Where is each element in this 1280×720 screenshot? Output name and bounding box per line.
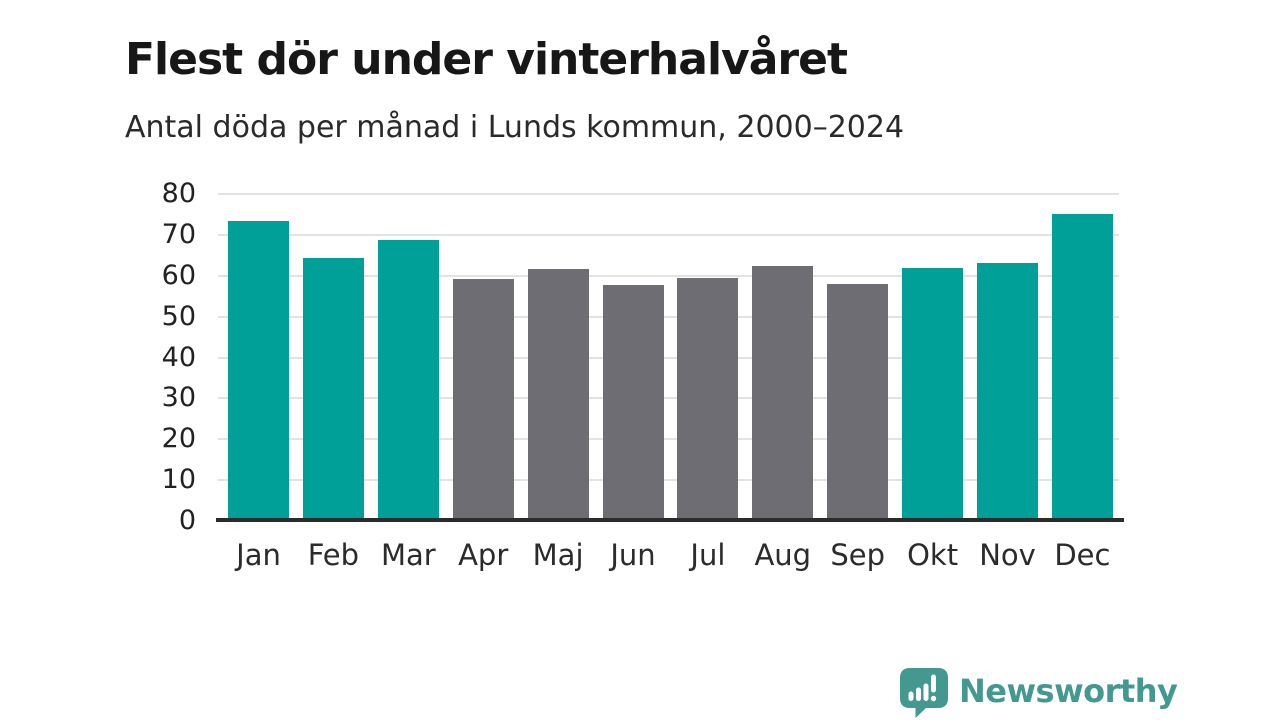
x-axis-month-label: Nov — [979, 538, 1036, 572]
gridline-30 — [218, 397, 1119, 400]
gridline-60 — [218, 274, 1119, 277]
x-axis-month-label: Dec — [1054, 538, 1111, 572]
y-axis-tick-label: 40 — [161, 341, 196, 373]
bar-jun — [602, 285, 664, 521]
x-axis-month-label: Aug — [754, 538, 812, 572]
bar-dec — [1051, 213, 1113, 521]
bar-nov — [977, 262, 1038, 521]
bar-aug — [752, 265, 814, 521]
gridline-70 — [218, 233, 1119, 236]
bar-okt — [902, 267, 964, 521]
y-axis-tick-label: 30 — [161, 382, 196, 414]
newsworthy-speech-bubble-chart-icon — [900, 668, 948, 718]
y-axis-tick-label: 70 — [161, 218, 196, 250]
x-axis-month-label: Jun — [610, 538, 656, 572]
bar-apr — [452, 279, 514, 521]
gridline-20 — [218, 438, 1119, 441]
x-axis-month-label: Maj — [532, 538, 584, 572]
y-axis-tick-label: 0 — [178, 505, 196, 536]
gridline-80 — [218, 193, 1119, 195]
brand-name: Newsworthy — [959, 672, 1178, 710]
gridline-50 — [218, 315, 1119, 318]
y-axis-tick-label: 20 — [161, 423, 196, 455]
x-axis-month-label: Okt — [907, 538, 959, 572]
y-axis-tick-label: 80 — [161, 178, 196, 209]
bar-mar — [377, 240, 439, 521]
gridline-40 — [218, 356, 1119, 359]
x-axis-baseline — [216, 518, 1124, 522]
x-axis-month-label: Sep — [830, 538, 886, 572]
x-axis-month-label: Mar — [380, 538, 436, 572]
y-axis-tick-label: 50 — [161, 300, 196, 332]
bar-maj — [527, 268, 589, 521]
bar-jul — [677, 277, 739, 521]
bar-sep — [827, 283, 889, 521]
gridline-10 — [218, 479, 1119, 482]
x-axis-month-label: Apr — [458, 538, 509, 572]
newsworthy-logo: Newsworthy — [900, 668, 1178, 718]
y-axis-tick-label: 10 — [161, 464, 196, 496]
y-axis-tick-label: 60 — [161, 259, 196, 291]
chart-subtitle: Antal döda per månad i Lunds kommun, 200… — [125, 110, 905, 145]
bar-feb — [302, 257, 364, 521]
x-axis-month-label: Jan — [236, 538, 281, 572]
bar-jan — [228, 220, 289, 521]
chart-title: Flest dör under vinterhalvåret — [125, 34, 848, 86]
x-axis-month-label: Feb — [307, 538, 360, 572]
x-axis-month-label: Jul — [690, 538, 726, 572]
